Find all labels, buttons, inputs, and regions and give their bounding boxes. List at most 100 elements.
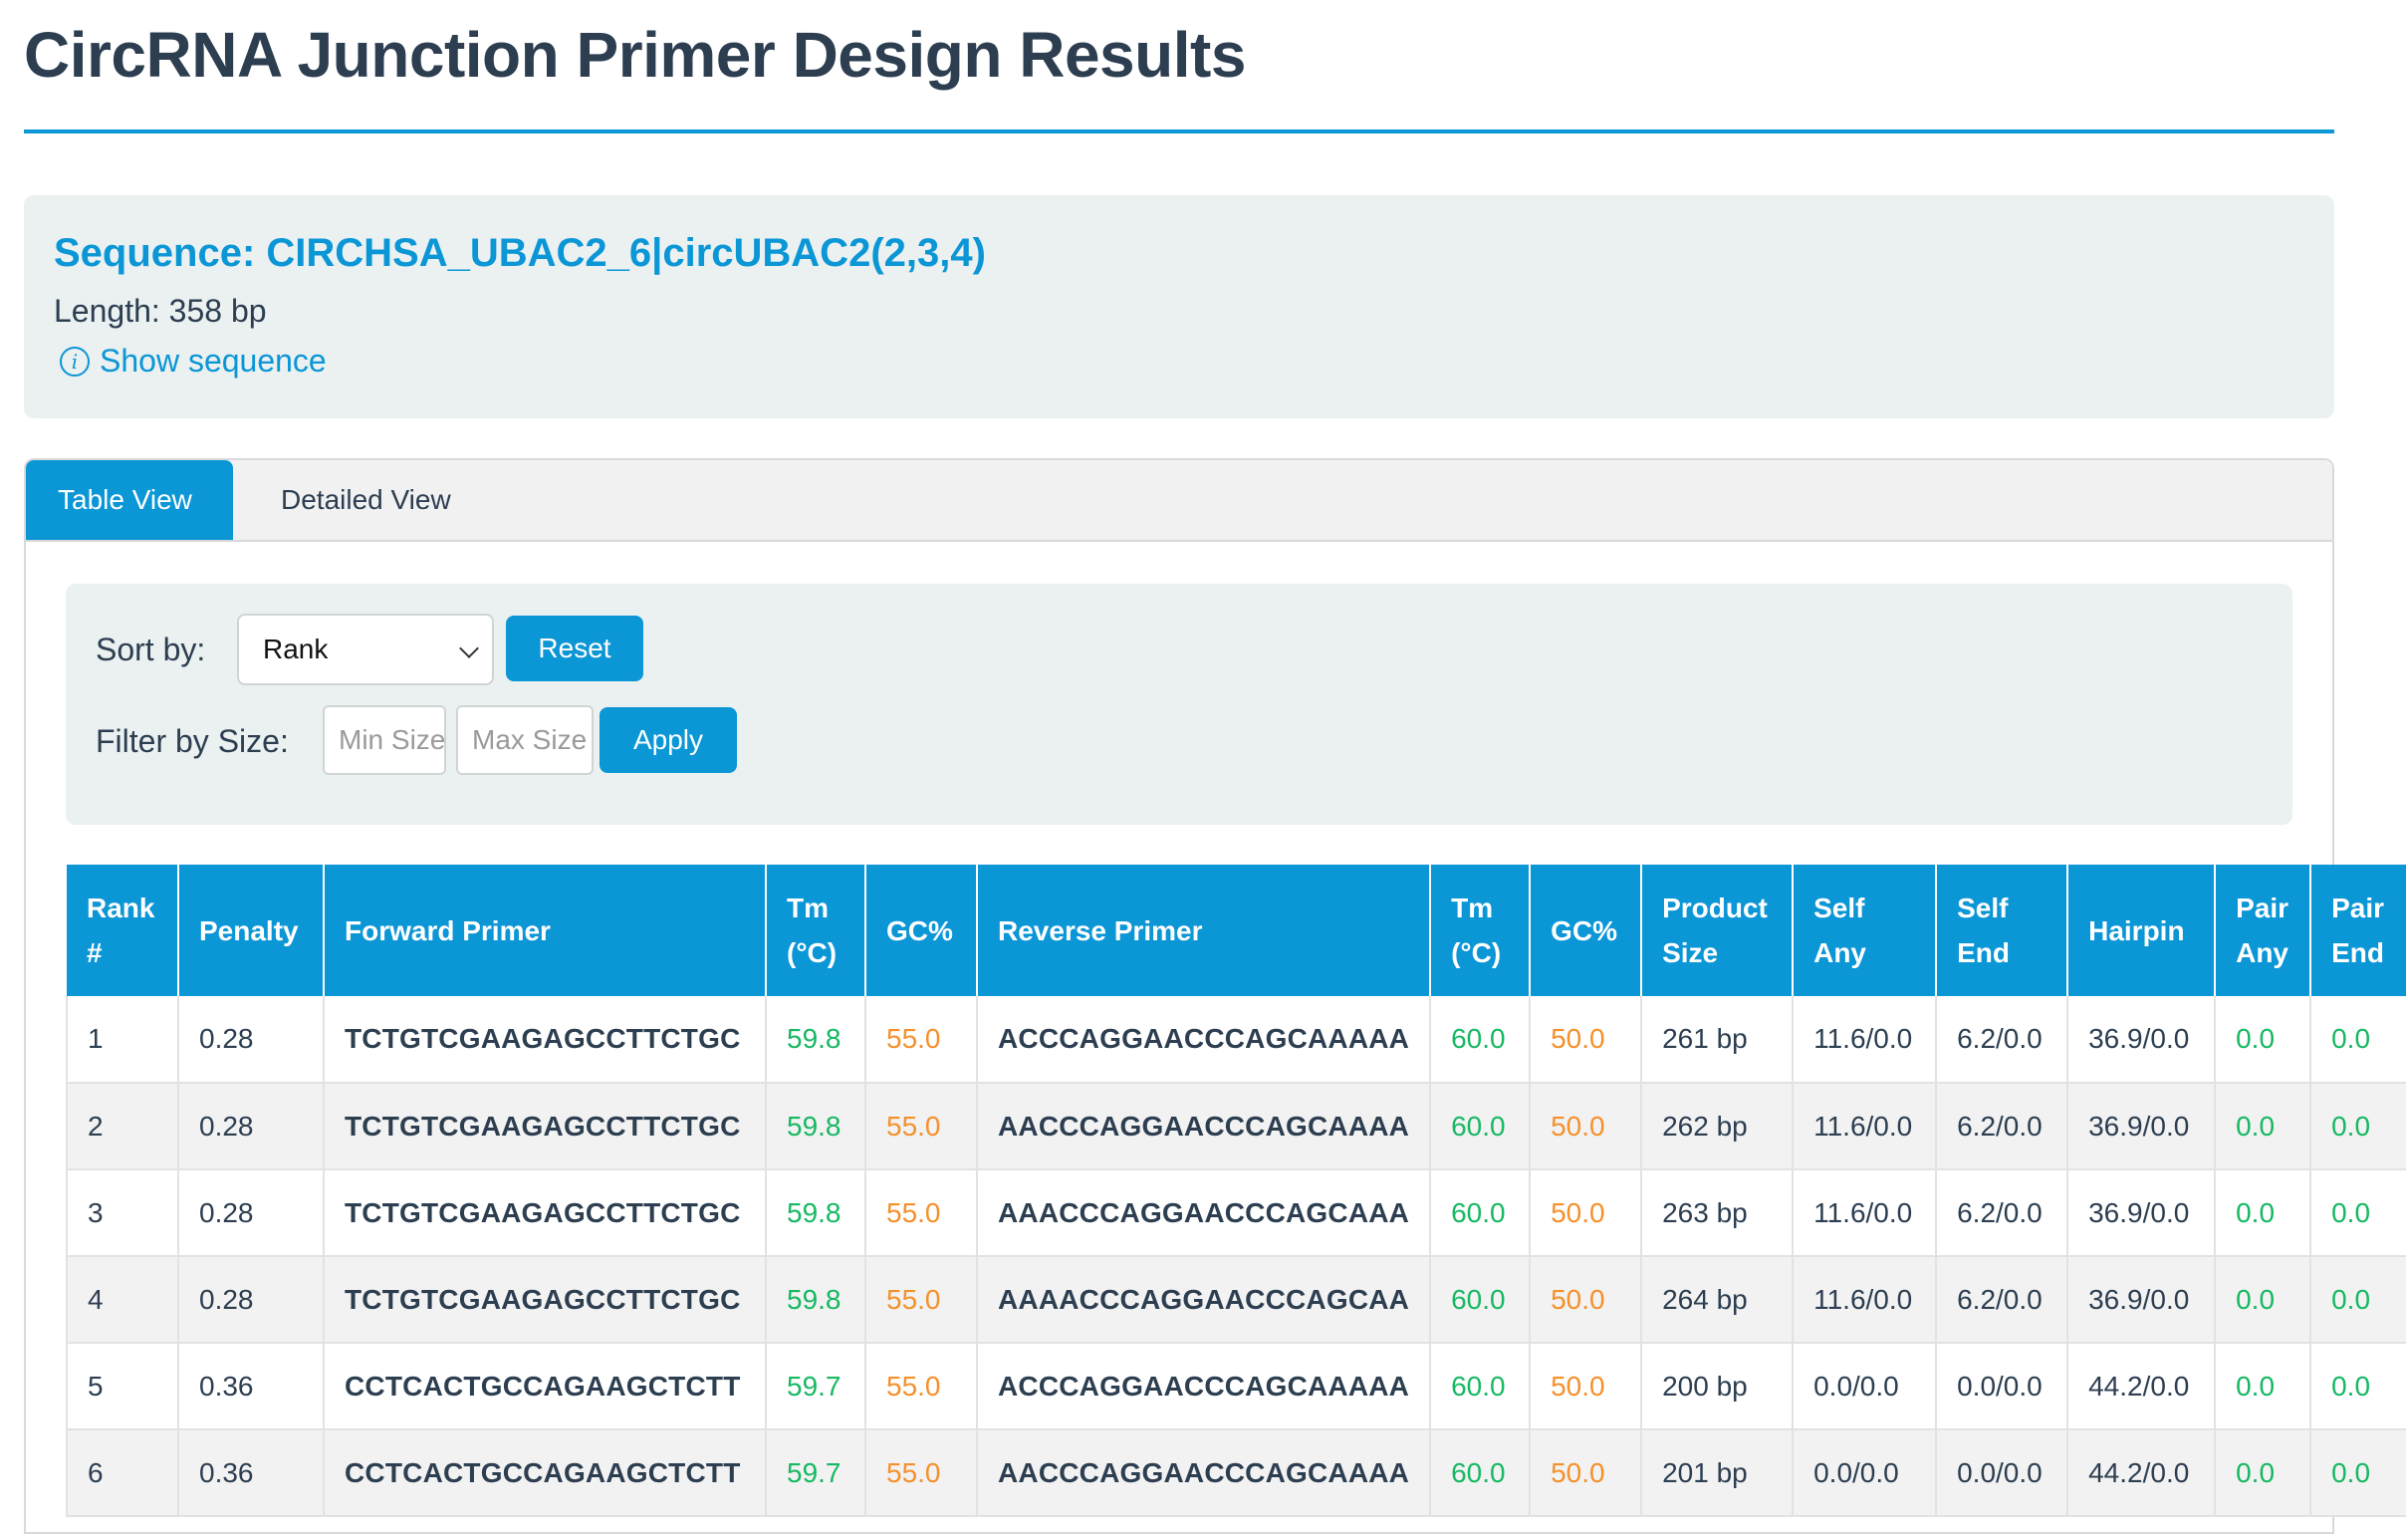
cell-forward-gc: 55.0 [864, 1343, 977, 1430]
cell-forward-gc: 55.0 [864, 996, 977, 1084]
cell-self-end: 0.0/0.0 [1935, 1429, 2068, 1517]
show-sequence-link[interactable]: i Show sequence [60, 343, 327, 380]
cell-forward-tm: 59.8 [765, 996, 865, 1084]
column-header-reverse-primer[interactable]: Reverse Primer [975, 865, 1431, 996]
column-header-penalty[interactable]: Penalty [177, 865, 324, 996]
column-header-reverse-tm[interactable]: Tm (°C) [1429, 865, 1531, 996]
cell-self-end: 6.2/0.0 [1935, 1256, 2068, 1344]
cell-penalty: 0.28 [177, 1256, 324, 1344]
cell-hairpin: 44.2/0.0 [2066, 1429, 2216, 1517]
cell-penalty: 0.36 [177, 1429, 324, 1517]
cell-reverse-tm: 60.0 [1429, 1343, 1531, 1430]
cell-self-end: 0.0/0.0 [1935, 1343, 2068, 1430]
column-header-pair-any[interactable]: Pair Any [2214, 865, 2311, 996]
cell-rank: 6 [66, 1429, 178, 1517]
table-row: 4 0.28 TCTGTCGAAGAGCCTTCTGC 59.8 55.0 AAAACCC… [66, 1256, 2407, 1344]
tab-detailed-view[interactable]: Detailed View [281, 484, 451, 515]
cell-product-size: 262 bp [1640, 1083, 1794, 1170]
cell-reverse-primer: ACCCAGGAACCCAGCAAAAA [975, 996, 1431, 1084]
cell-hairpin: 36.9/0.0 [2066, 1083, 2216, 1170]
cell-self-any: 0.0/0.0 [1792, 1429, 1937, 1517]
column-header-text: Hairpin [2088, 914, 2185, 946]
cell-pair-any: 0.0 [2214, 1343, 2311, 1430]
cell-pair-any: 0.0 [2214, 1169, 2311, 1257]
cell-rank: 1 [66, 996, 178, 1084]
sort-select[interactable]: Rank [237, 614, 494, 685]
cell-forward-primer: TCTGTCGAAGAGCCTTCTGC [323, 1256, 766, 1344]
cell-hairpin: 44.2/0.0 [2066, 1343, 2216, 1430]
table-row: 6 0.36 CCTCACTGCCAGAAGCTCTT 59.7 55.0 AACCCAG… [66, 1429, 2407, 1517]
cell-forward-tm: 59.8 [765, 1169, 865, 1257]
column-header-self-any[interactable]: Self Any [1792, 865, 1937, 996]
cell-forward-tm: 59.7 [765, 1343, 865, 1430]
cell-forward-primer: TCTGTCGAAGAGCCTTCTGC [323, 996, 766, 1084]
cell-reverse-gc: 50.0 [1529, 1343, 1642, 1430]
column-header-forward-primer[interactable]: Forward Primer [323, 865, 766, 996]
column-header-text: Pair [2236, 893, 2289, 923]
cell-reverse-gc: 50.0 [1529, 1256, 1642, 1344]
column-header-forward-gc[interactable]: GC% [864, 865, 977, 996]
cell-pair-any: 0.0 [2214, 1256, 2311, 1344]
table-row: 2 0.28 TCTGTCGAAGAGCCTTCTGC 59.8 55.0 AACCCAG… [66, 1083, 2407, 1170]
cell-self-any: 11.6/0.0 [1792, 1256, 1937, 1344]
cell-pair-end: 0.0 [2309, 1429, 2407, 1517]
cell-penalty: 0.28 [177, 996, 324, 1084]
sequence-info-box: Sequence: CIRCHSA_UBAC2_6|circUBAC2(2,3,… [24, 195, 2334, 418]
cell-forward-tm: 59.7 [765, 1429, 865, 1517]
sequence-length: Length: 358 bp [54, 293, 267, 329]
column-header-text: Tm [787, 893, 829, 923]
column-header-text: End [2331, 937, 2384, 968]
tab-bar: Table View Detailed View [26, 460, 2332, 542]
cell-self-any: 11.6/0.0 [1792, 1169, 1937, 1257]
cell-product-size: 201 bp [1640, 1429, 1794, 1517]
primer-results-table: Rank # Penalty Forward Primer Tm (°C) GC% Rever… [66, 865, 2407, 1517]
max-size-input[interactable]: Max Size [456, 705, 594, 775]
cell-pair-end: 0.0 [2309, 1343, 2407, 1430]
column-header-text: Rank [87, 893, 155, 923]
cell-self-end: 6.2/0.0 [1935, 1083, 2068, 1170]
column-header-text: End [1957, 937, 2010, 968]
show-sequence-label: Show sequence [100, 343, 327, 379]
cell-reverse-primer: AAAACCCAGGAACCCAGCAA [975, 1256, 1431, 1344]
cell-penalty: 0.28 [177, 1169, 324, 1257]
column-header-product-size[interactable]: Product Size [1640, 865, 1794, 996]
cell-product-size: 263 bp [1640, 1169, 1794, 1257]
min-size-input[interactable]: Min Size [323, 705, 446, 775]
column-header-forward-tm[interactable]: Tm (°C) [765, 865, 865, 996]
cell-reverse-primer: AACCCAGGAACCCAGCAAAA [975, 1083, 1431, 1170]
column-header-rank[interactable]: Rank # [67, 865, 178, 996]
column-header-self-end[interactable]: Self End [1935, 865, 2068, 996]
column-header-text: Self [1813, 893, 1865, 923]
cell-penalty: 0.36 [177, 1343, 324, 1430]
column-header-pair-end[interactable]: Pair End [2309, 865, 2407, 996]
cell-rank: 5 [66, 1343, 178, 1430]
cell-pair-any: 0.0 [2214, 996, 2311, 1084]
column-header-reverse-gc[interactable]: GC% [1529, 865, 1642, 996]
column-header-text: Size [1662, 937, 1719, 968]
cell-self-any: 11.6/0.0 [1792, 996, 1937, 1084]
tab-table-view[interactable]: Table View [26, 460, 233, 540]
cell-forward-gc: 55.0 [864, 1083, 977, 1170]
sort-select-value: Rank [263, 634, 329, 664]
cell-product-size: 200 bp [1640, 1343, 1794, 1430]
chevron-down-icon [459, 639, 479, 658]
cell-product-size: 264 bp [1640, 1256, 1794, 1344]
column-header-text: Tm [1451, 893, 1494, 923]
table-header-row: Rank # Penalty Forward Primer Tm (°C) GC% Rever… [67, 865, 2407, 996]
sequence-title: Sequence: CIRCHSA_UBAC2_6|circUBAC2(2,3,… [54, 231, 986, 275]
cell-reverse-gc: 50.0 [1529, 1169, 1642, 1257]
reset-button[interactable]: Reset [506, 616, 643, 681]
cell-self-any: 0.0/0.0 [1792, 1343, 1937, 1430]
cell-forward-primer: CCTCACTGCCAGAAGCTCTT [323, 1429, 766, 1517]
cell-forward-gc: 55.0 [864, 1429, 977, 1517]
cell-forward-tm: 59.8 [765, 1256, 865, 1344]
column-header-text: Reverse Primer [998, 914, 1203, 946]
cell-forward-gc: 55.0 [864, 1256, 977, 1344]
cell-hairpin: 36.9/0.0 [2066, 1169, 2216, 1257]
cell-reverse-tm: 60.0 [1429, 1429, 1531, 1517]
column-header-hairpin[interactable]: Hairpin [2066, 865, 2216, 996]
apply-button[interactable]: Apply [600, 707, 737, 773]
cell-pair-any: 0.0 [2214, 1083, 2311, 1170]
cell-forward-primer: CCTCACTGCCAGAAGCTCTT [323, 1343, 766, 1430]
